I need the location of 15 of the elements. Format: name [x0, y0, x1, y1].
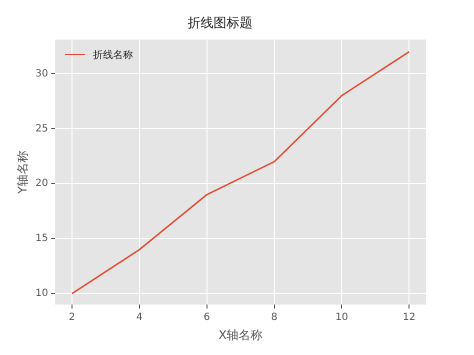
y-axis-title: Y轴名称 — [15, 150, 30, 195]
y-tick-label: 15 — [35, 233, 48, 244]
x-axis-title: X轴名称 — [218, 328, 263, 342]
y-tick-label: 25 — [35, 123, 48, 134]
x-tick-label: 2 — [68, 312, 76, 324]
x-tick-label: 6 — [204, 312, 210, 324]
x-tick-label: 4 — [136, 312, 143, 324]
y-tick-label: 10 — [35, 288, 48, 300]
chart-title: 折线图标题 — [188, 16, 252, 32]
y-tick-label: 30 — [35, 68, 48, 80]
legend-label: 折线名称 — [93, 48, 134, 62]
x-tick-label: 10 — [335, 312, 348, 324]
x-tick-label: 12 — [402, 312, 416, 324]
x-tick-label: 8 — [271, 312, 278, 324]
y-tick-label: 20 — [35, 178, 48, 190]
